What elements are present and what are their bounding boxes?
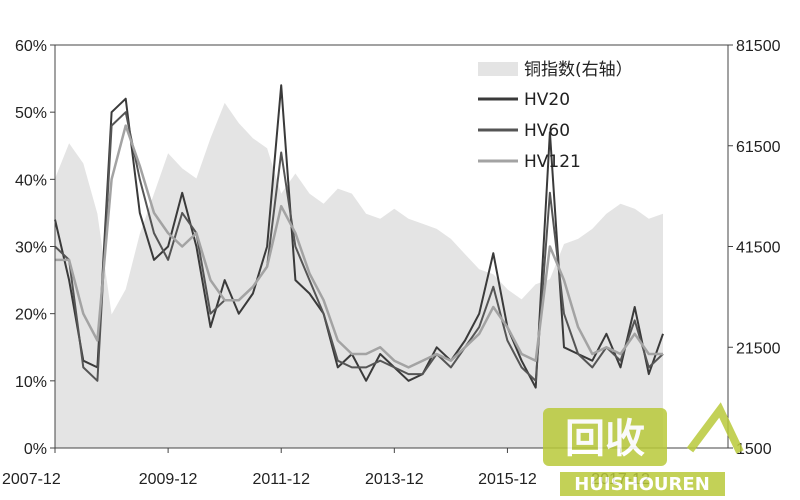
legend-swatch-copper-index [478, 62, 518, 76]
legend-label-copper-index: 铜指数(右轴） [524, 60, 633, 80]
left-tick-label: 0% [24, 441, 47, 458]
x-tick-label: 2007-12 [2, 471, 61, 488]
legend-label-hv121: HV121 [524, 152, 581, 172]
left-tick-label: 50% [15, 105, 47, 122]
watermark-logo-box [543, 408, 667, 466]
right-axis: 1500 21500 41500 61500 81500 [728, 38, 781, 458]
volatility-lines-layer [54, 84, 664, 389]
left-tick-label: 30% [15, 240, 47, 257]
right-tick-label: 21500 [736, 340, 781, 357]
watermark-mark-icon [686, 402, 744, 454]
watermark: 回收 HUISHOUREN [543, 402, 744, 496]
copper-index-area-layer [55, 102, 663, 449]
left-tick-label: 20% [15, 307, 47, 324]
series-line-hv60 [54, 111, 664, 382]
watermark-logo-text: 回收 [565, 416, 645, 462]
x-tick-label: 2011-12 [252, 471, 310, 488]
legend-label-hv20: HV20 [524, 90, 570, 110]
legend-label-hv60: HV60 [524, 121, 570, 141]
x-tick-label: 2013-12 [365, 471, 424, 488]
x-tick-label: 2015-12 [478, 471, 537, 488]
right-tick-label: 81500 [736, 38, 781, 55]
watermark-brand-bar [560, 472, 725, 496]
right-tick-label: 41500 [736, 240, 781, 257]
left-tick-label: 40% [15, 172, 47, 189]
x-tick-label: 2009-12 [139, 471, 198, 488]
left-axis: 0% 10% 20% 30% 40% 50% 60% [15, 38, 55, 458]
series-area-copper-index [55, 102, 663, 449]
legend: 铜指数(右轴） HV20 HV60 HV121 [478, 60, 633, 172]
left-tick-label: 60% [15, 38, 47, 55]
watermark-brand-text: HUISHOUREN [574, 474, 710, 495]
right-tick-label: 61500 [736, 139, 781, 156]
left-tick-label: 10% [15, 374, 47, 391]
right-tick-label: 1500 [736, 441, 772, 458]
series-line-hv121 [55, 124, 663, 369]
